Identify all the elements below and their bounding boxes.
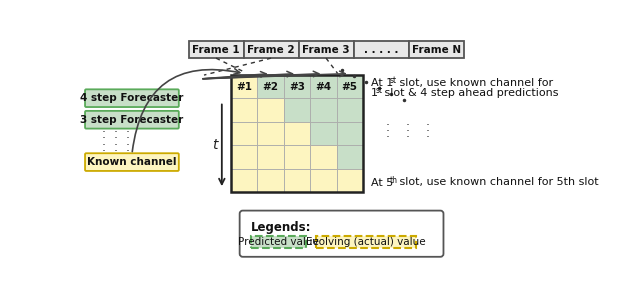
- Text: #4: #4: [316, 82, 332, 92]
- Bar: [244, 41, 298, 58]
- Text: ·  ·  ·: · · ·: [102, 133, 130, 145]
- FancyBboxPatch shape: [85, 111, 179, 128]
- Text: At 5: At 5: [371, 178, 393, 187]
- Text: Frame N: Frame N: [412, 45, 461, 55]
- FancyBboxPatch shape: [239, 211, 444, 257]
- Bar: [310, 122, 337, 145]
- Text: Evolving (actual) value: Evolving (actual) value: [306, 237, 426, 247]
- FancyBboxPatch shape: [316, 236, 417, 248]
- Text: . . . . .: . . . . .: [364, 45, 398, 55]
- Bar: [189, 41, 244, 58]
- Bar: [284, 98, 310, 122]
- Bar: [353, 41, 408, 58]
- Text: At 1: At 1: [371, 78, 393, 88]
- Text: ·  ·  ·: · · ·: [102, 126, 130, 139]
- Text: #2: #2: [262, 82, 278, 92]
- Text: ·  ·  ·: · · ·: [102, 139, 130, 152]
- Bar: [310, 98, 337, 122]
- Bar: [257, 75, 284, 98]
- FancyBboxPatch shape: [85, 153, 179, 171]
- Bar: [257, 98, 284, 122]
- Text: slot & 4 step ahead predictions: slot & 4 step ahead predictions: [381, 88, 559, 98]
- Text: ·  ·  ·: · · ·: [102, 145, 130, 158]
- Text: 3 step Forecaster: 3 step Forecaster: [80, 115, 184, 125]
- Text: Known channel: Known channel: [87, 157, 177, 167]
- Text: Legends:: Legends:: [250, 221, 311, 234]
- Bar: [284, 75, 310, 98]
- Text: #1: #1: [236, 82, 252, 92]
- Bar: [284, 169, 310, 192]
- Bar: [231, 169, 257, 192]
- Bar: [337, 75, 363, 98]
- Bar: [298, 41, 353, 58]
- Bar: [310, 75, 337, 98]
- Bar: [284, 122, 310, 145]
- Bar: [231, 75, 363, 192]
- Bar: [337, 98, 363, 122]
- Bar: [310, 169, 337, 192]
- Bar: [257, 122, 284, 145]
- Bar: [231, 98, 257, 122]
- Text: Frame 3: Frame 3: [302, 45, 350, 55]
- Bar: [337, 169, 363, 192]
- Text: t: t: [212, 138, 218, 152]
- FancyBboxPatch shape: [250, 236, 307, 248]
- Bar: [284, 145, 310, 169]
- Text: ·    ·    ·: · · ·: [386, 125, 430, 138]
- Text: 1: 1: [371, 88, 378, 98]
- Text: st: st: [390, 76, 397, 85]
- Text: th: th: [390, 176, 398, 185]
- Text: #3: #3: [289, 82, 305, 92]
- Bar: [231, 75, 257, 98]
- Bar: [231, 122, 257, 145]
- Bar: [231, 145, 257, 169]
- Bar: [257, 169, 284, 192]
- Text: Frame 1: Frame 1: [192, 45, 240, 55]
- Text: slot, use known channel for: slot, use known channel for: [396, 78, 554, 88]
- Text: ·    ·    ·: · · ·: [386, 131, 430, 144]
- Text: 4 step Forecaster: 4 step Forecaster: [80, 93, 184, 103]
- Bar: [337, 145, 363, 169]
- Text: Frame 2: Frame 2: [247, 45, 295, 55]
- Bar: [408, 41, 463, 58]
- Bar: [257, 145, 284, 169]
- Bar: [310, 145, 337, 169]
- Text: st: st: [375, 86, 383, 95]
- Bar: [337, 122, 363, 145]
- Text: #5: #5: [342, 82, 358, 92]
- Text: ·    ·    ·: · · ·: [386, 119, 430, 132]
- Text: Predicted value: Predicted value: [238, 237, 319, 247]
- Text: slot, use known channel for 5th slot: slot, use known channel for 5th slot: [396, 178, 599, 187]
- FancyBboxPatch shape: [85, 89, 179, 107]
